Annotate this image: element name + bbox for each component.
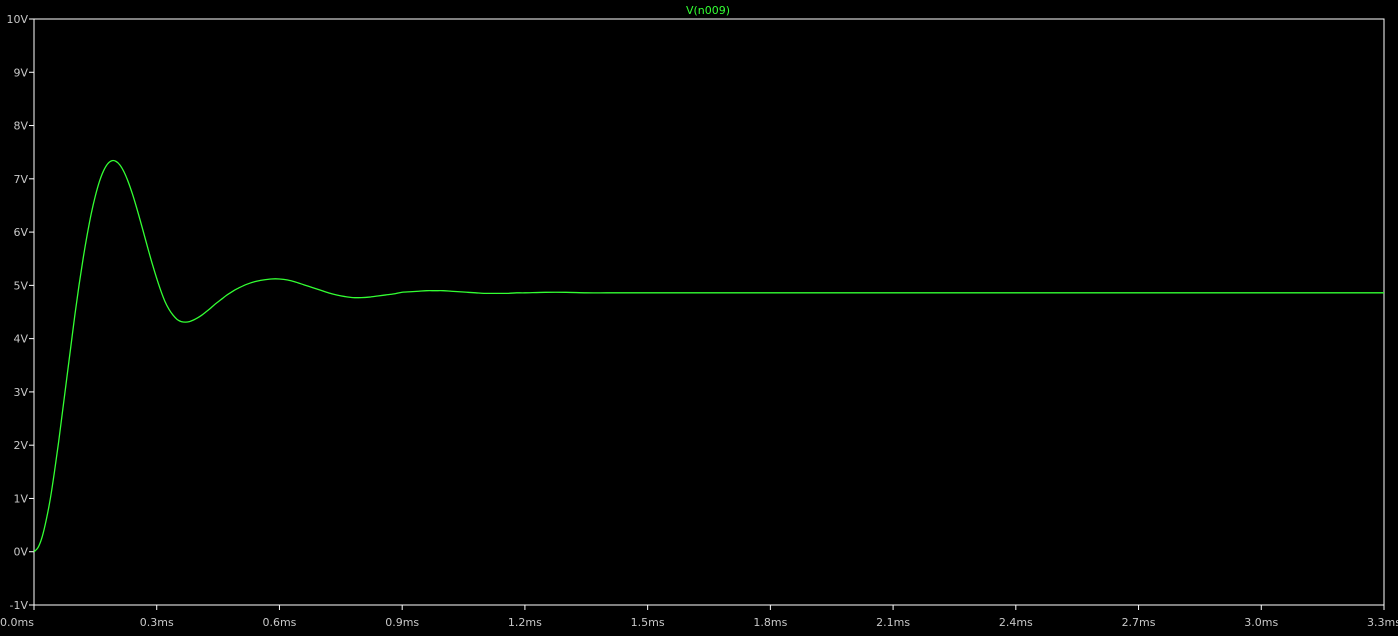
y-tick-label: 4V [13,333,28,346]
x-tick-label: 0.9ms [385,616,419,629]
y-tick-label: 7V [13,173,28,186]
x-tick-label: 0.6ms [262,616,296,629]
x-tick-label: 2.4ms [999,616,1033,629]
axes [29,18,1385,610]
y-tick-label: 1V [13,492,28,505]
y-tick-label: 5V [13,279,28,292]
y-tick-label: 9V [13,66,28,79]
x-tick-label: 3.0ms [1244,616,1278,629]
y-tick-label: 10V [6,13,28,26]
y-tick-label: 6V [13,226,28,239]
x-tick-label: 0.3ms [140,616,174,629]
x-tick-label: 1.2ms [508,616,542,629]
y-tick-label: 0V [13,546,28,559]
x-tick-label: 1.8ms [753,616,787,629]
tick-labels: -1V 0V 1V 2V 3V 4V 5V 6V 7V 8V 9V 10V 0.0ms 0.3ms 0.6m… [0,13,1398,629]
plot-frame [33,18,1385,606]
y-tick-label: 3V [13,386,28,399]
y-tick-label: -1V [10,599,29,612]
x-tick-label: 2.7ms [1122,616,1156,629]
x-tick-label: 2.1ms [876,616,910,629]
trace-title[interactable]: V(n009) [686,4,730,17]
x-tick-label: 3.3ms [1367,616,1398,629]
x-tick-label: 0.0ms [0,616,34,629]
x-tick-label: 1.5ms [631,616,665,629]
series-line-v-n009[interactable] [33,159,1384,553]
y-tick-label: 8V [13,120,28,133]
y-tick-label: 2V [13,439,28,452]
trace-layer [33,159,1384,553]
